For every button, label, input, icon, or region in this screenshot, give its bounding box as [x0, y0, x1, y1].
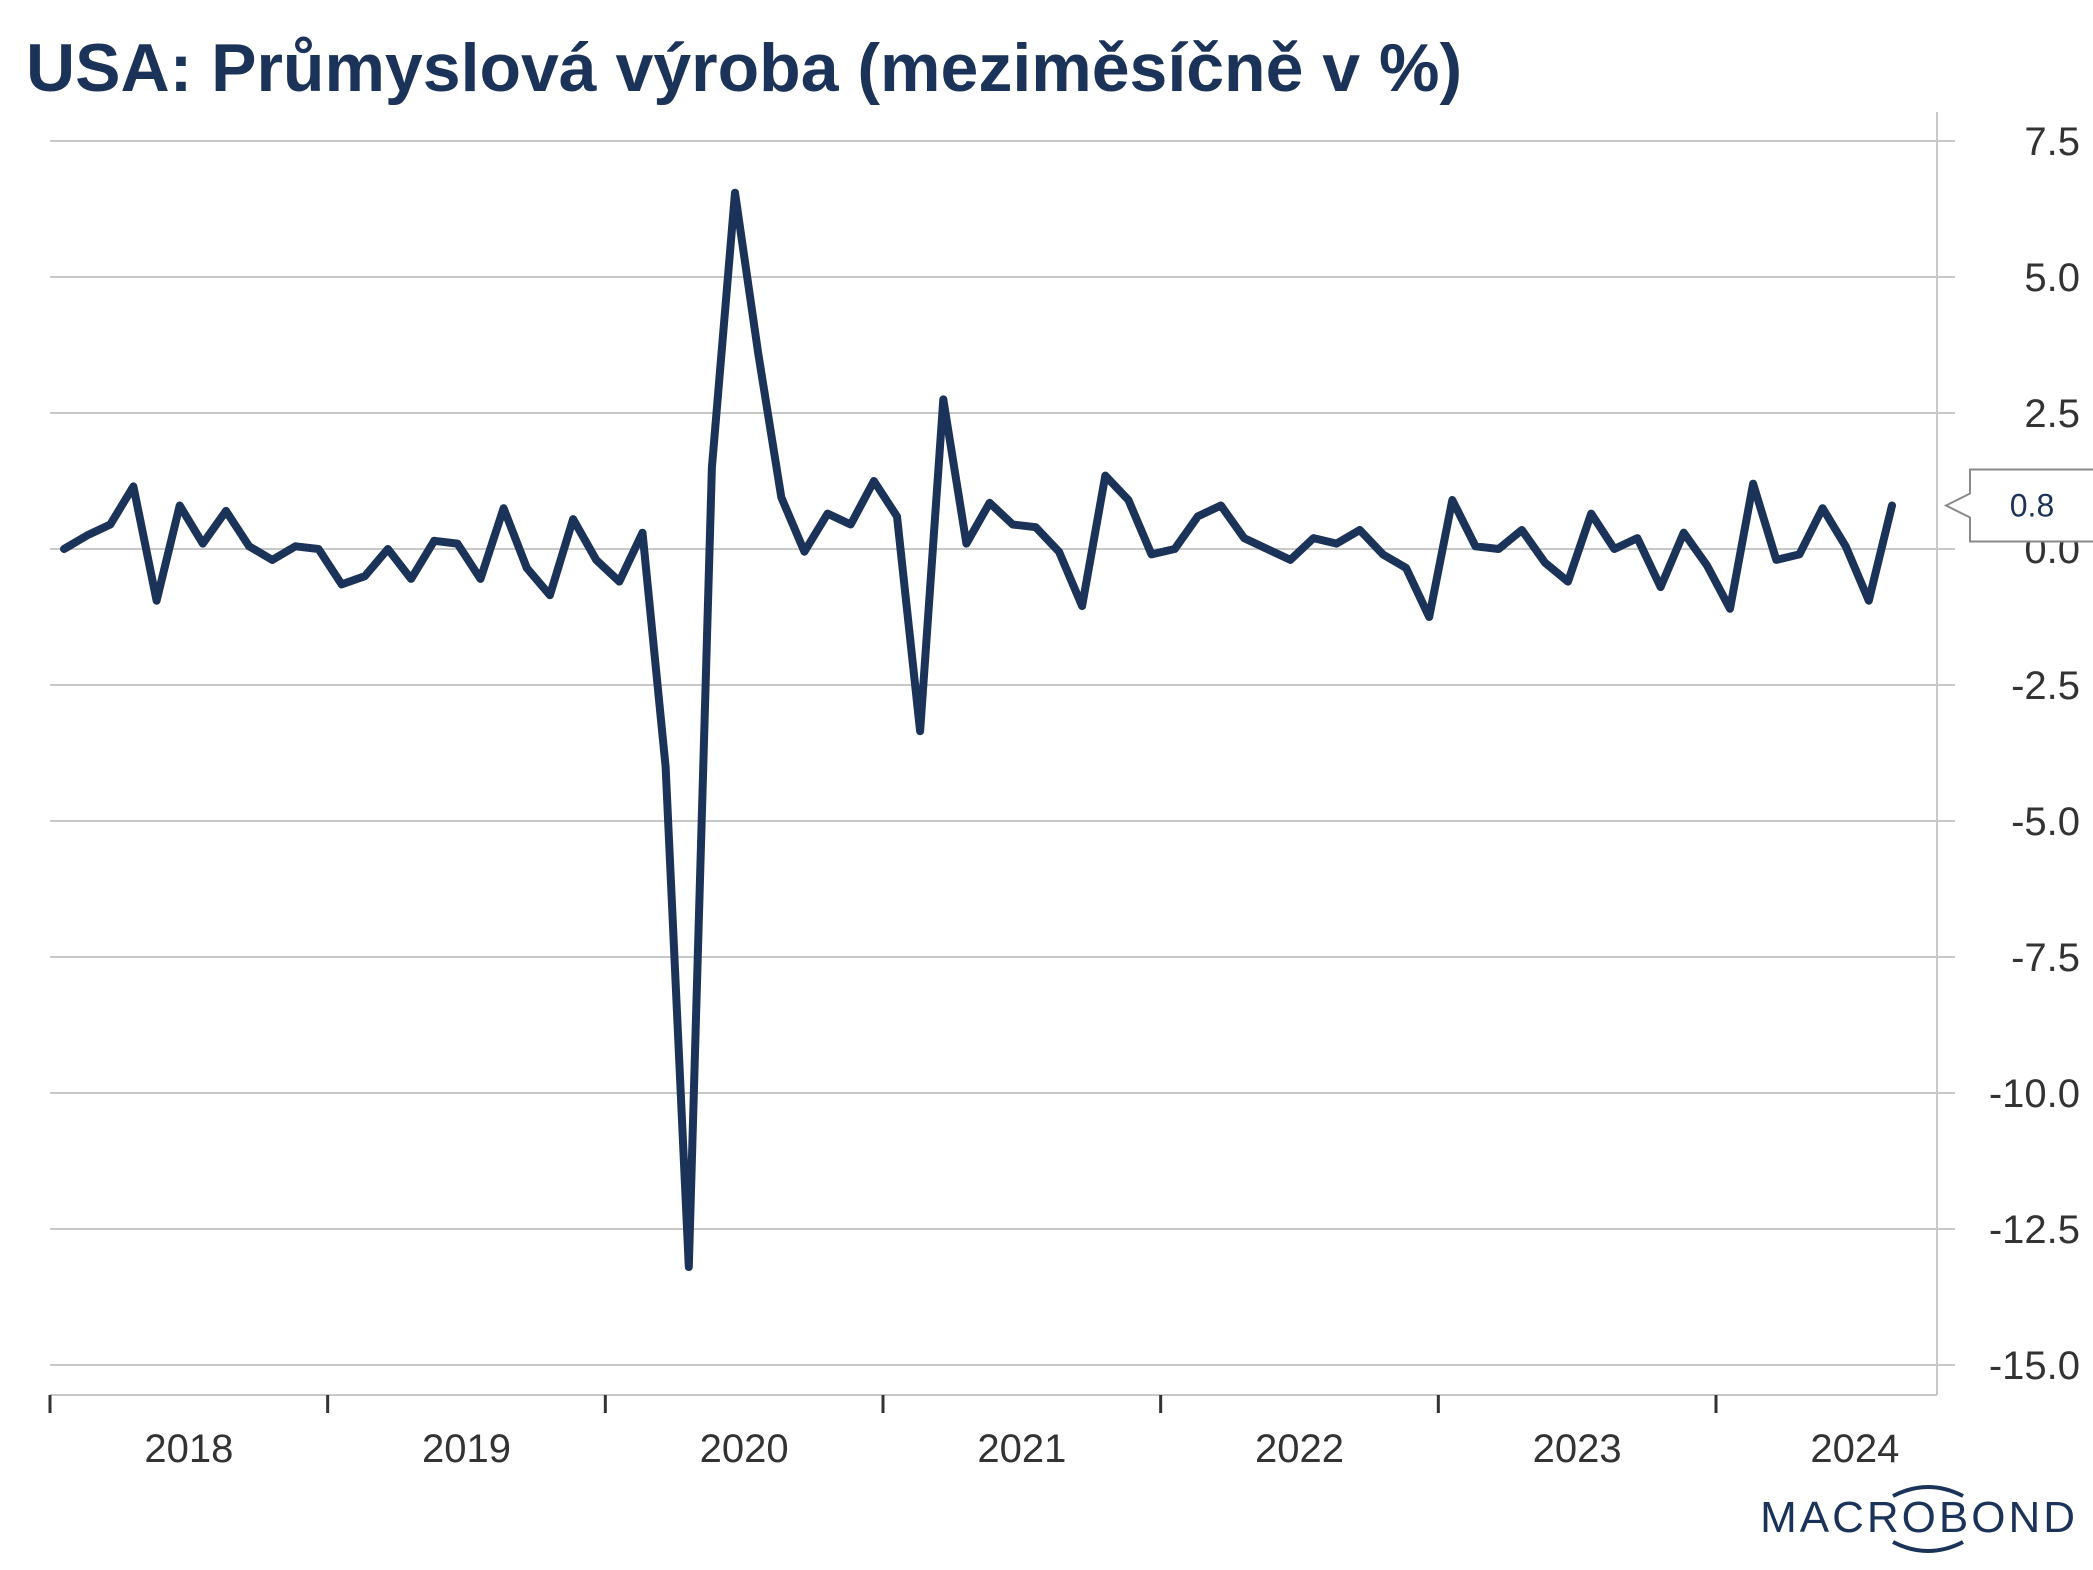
- macrobond-logo: MACROBOND: [1760, 1485, 2078, 1553]
- y-tick-label: -7.5: [2011, 936, 2080, 980]
- series-line-industrial-production: [60, 188, 1896, 1272]
- axes: [48, 112, 1938, 1413]
- x-tick-label: 2021: [977, 1427, 1066, 1471]
- x-tick-label: 2022: [1255, 1427, 1344, 1471]
- y-axis-tick-labels: 7.55.02.50.0-2.5-5.0-7.5-10.0-12.5-15.0: [1989, 120, 2080, 1388]
- last-value-box: [1943, 468, 2093, 543]
- y-tick-label: -12.5: [1989, 1208, 2080, 1252]
- x-tick-label: 2019: [422, 1427, 511, 1471]
- x-axis-tick-labels: 2018 2019 2020 2021 2022 2023 2024: [144, 1427, 1899, 1471]
- macrobond-wordmark: MACROBOND: [1760, 1493, 2078, 1542]
- x-tick-label: 2023: [1533, 1427, 1622, 1471]
- y-tick-label: -10.0: [1989, 1072, 2080, 1116]
- y-tick-label: 2.5: [2024, 392, 2080, 436]
- gridlines: [50, 140, 1955, 1366]
- y-tick-label: 5.0: [2024, 256, 2080, 300]
- x-tick-label: 2024: [1810, 1427, 1899, 1471]
- y-tick-label: 7.5: [2024, 120, 2080, 164]
- logo-arc-icon: [1892, 1540, 1964, 1553]
- y-tick-label: -15.0: [1989, 1344, 2080, 1388]
- x-tick-label: 2018: [144, 1427, 233, 1471]
- y-tick-label: -2.5: [2011, 664, 2080, 708]
- logo-arc-icon: [1892, 1485, 1964, 1498]
- last-value-callout: 0.8: [1943, 468, 2093, 543]
- chart-title: USA: Průmyslová výroba (meziměsíčně v %): [26, 30, 1463, 106]
- y-tick-label: -5.0: [2011, 800, 2080, 844]
- x-tick-label: 2020: [700, 1427, 789, 1471]
- series-layer: [60, 188, 1896, 1272]
- last-value-label: 0.8: [2010, 487, 2054, 523]
